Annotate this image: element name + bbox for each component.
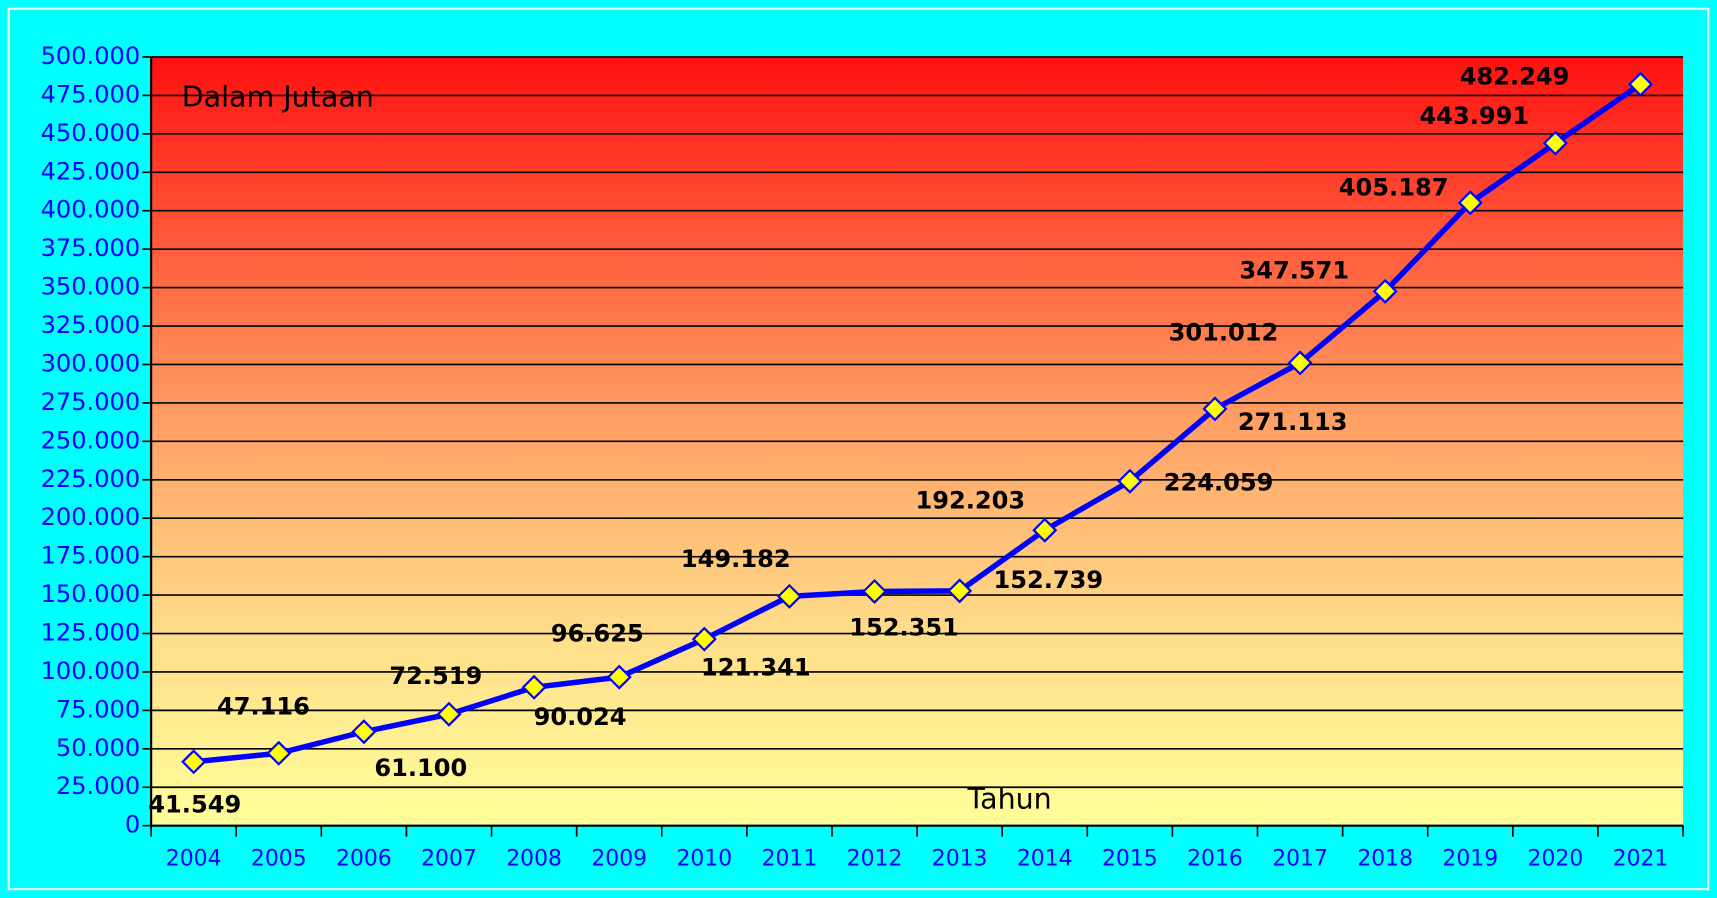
data-label: 347.571 [1239, 257, 1349, 285]
y-tick-label: 350.000 [41, 273, 141, 301]
y-tick-label: 325.000 [41, 311, 141, 339]
y-tick-label: 450.000 [41, 119, 141, 147]
x-axis-label: Tahun [966, 783, 1051, 816]
x-tick-label: 2005 [251, 847, 307, 872]
data-label: 301.012 [1169, 318, 1279, 346]
data-label: 482.249 [1460, 63, 1570, 91]
point-marker [606, 664, 632, 690]
point-marker [266, 740, 292, 766]
point-marker [436, 701, 462, 727]
x-tick-label: 2019 [1442, 847, 1498, 872]
y-tick-label: 50.000 [56, 734, 140, 762]
data-label: 96.625 [551, 619, 644, 647]
x-tick-label: 2015 [1102, 847, 1158, 872]
y-tick-label: 75.000 [56, 695, 140, 723]
x-tick-label: 2011 [762, 847, 818, 872]
data-label: 224.059 [1164, 468, 1274, 496]
y-tick-label: 275.000 [41, 388, 141, 416]
data-label: 271.113 [1238, 408, 1348, 436]
x-tick-label: 2018 [1357, 847, 1413, 872]
data-label: 41.549 [148, 791, 241, 819]
x-tick-label: 2012 [847, 847, 903, 872]
data-label: 47.116 [217, 692, 310, 720]
point-marker [1372, 278, 1398, 304]
y-tick-label: 125.000 [41, 619, 141, 647]
point-marker [776, 583, 802, 609]
data-label: 152.739 [993, 566, 1103, 594]
y-tick-label: 225.000 [41, 465, 141, 493]
y-tick-label: 500.000 [41, 42, 141, 70]
y-tick-label: 300.000 [41, 349, 141, 377]
y-tick-label: 250.000 [41, 426, 141, 454]
y-tick-label: 175.000 [41, 542, 141, 570]
x-tick-label: 2021 [1613, 847, 1669, 872]
data-label: 61.100 [374, 754, 467, 782]
y-tick-label: 400.000 [41, 196, 141, 224]
point-marker [1542, 130, 1568, 156]
y-tick-label: 0 [125, 811, 140, 839]
x-tick-label: 2010 [676, 847, 732, 872]
point-marker [691, 626, 717, 652]
point-marker [1032, 517, 1058, 543]
point-marker [1117, 468, 1143, 494]
data-label: 72.519 [389, 662, 482, 690]
point-marker [947, 578, 973, 604]
x-tick-label: 2009 [591, 847, 647, 872]
data-label: 405.187 [1339, 174, 1449, 202]
point-marker [1628, 71, 1654, 97]
data-label: 192.203 [915, 487, 1025, 515]
x-tick-label: 2007 [421, 847, 477, 872]
x-tick-label: 2020 [1528, 847, 1584, 872]
point-marker [1287, 350, 1313, 376]
data-label: 121.341 [701, 654, 811, 682]
point-marker [181, 749, 207, 775]
y-tick-label: 425.000 [41, 157, 141, 185]
point-marker [862, 578, 888, 604]
x-tick-label: 2008 [506, 847, 562, 872]
y-tick-label: 375.000 [41, 234, 141, 262]
point-marker [1202, 396, 1228, 422]
data-label: 90.024 [534, 703, 627, 731]
annotation: Dalam Jutaan [182, 81, 374, 114]
data-label: 152.351 [849, 614, 959, 642]
x-tick-label: 2013 [932, 847, 988, 872]
y-tick-label: 475.000 [41, 80, 141, 108]
x-tick-label: 2006 [336, 847, 392, 872]
point-marker [521, 674, 547, 700]
x-tick-label: 2004 [166, 847, 222, 872]
point-marker [351, 719, 377, 745]
x-tick-label: 2016 [1187, 847, 1243, 872]
y-tick-label: 100.000 [41, 657, 141, 685]
x-tick-label: 2014 [1017, 847, 1073, 872]
y-tick-label: 150.000 [41, 580, 141, 608]
x-tick-label: 2017 [1272, 847, 1328, 872]
point-marker [1457, 190, 1483, 216]
series-line [193, 82, 1643, 765]
y-tick-label: 200.000 [41, 503, 141, 531]
y-tick-label: 25.000 [56, 772, 140, 800]
data-label: 149.182 [681, 545, 791, 573]
data-label: 443.991 [1420, 102, 1530, 130]
